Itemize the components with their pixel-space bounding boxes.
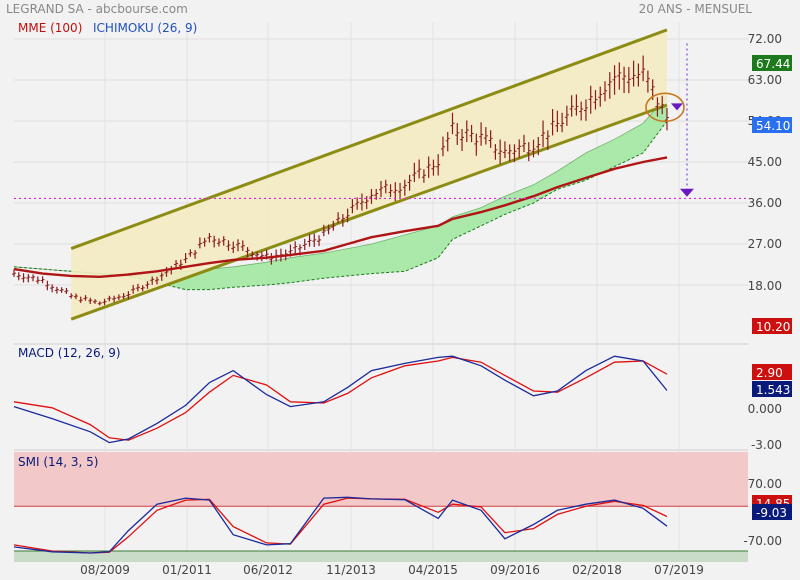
last-price-badge: 67.44: [752, 55, 792, 71]
price-tick-label: 36.00: [748, 196, 782, 210]
x-tick-label: 07/2019: [654, 563, 704, 577]
x-tick-label: 01/2011: [162, 563, 212, 577]
legend-macd: MACD (12, 26, 9): [18, 346, 121, 360]
price-y-axis: 72.00 63.00 54.00 45.00 36.00 27.00 18.0…: [748, 32, 782, 293]
breakdown-circle: [645, 92, 685, 123]
legend-smi: SMI (14, 3, 5): [18, 455, 98, 469]
channel-fill: [71, 29, 667, 320]
cloud-lower-edge: [13, 120, 668, 291]
smi-tick-label: -70.00: [743, 534, 782, 548]
smi-tick-label: 70.00: [748, 477, 782, 491]
x-tick-label: 09/2016: [490, 563, 540, 577]
macd-value: 1.543: [756, 383, 790, 397]
smi-oversold-zone: [14, 551, 748, 562]
macd-panel: [13, 355, 668, 444]
last-price-value: 67.44: [756, 57, 790, 71]
x-tick-label: 04/2015: [408, 563, 458, 577]
x-axis: 08/2009 01/2011 06/2012 11/2013 04/2015 …: [80, 563, 704, 577]
breakdown-marker: [670, 103, 683, 111]
price-tick-label: 45.00: [748, 155, 782, 169]
mme-level-badge: 10.20: [752, 318, 792, 334]
price-bars: [12, 55, 669, 306]
price-tick-label: 18.00: [748, 279, 782, 293]
x-tick-label: 06/2012: [243, 563, 293, 577]
channel-lower-line: [70, 103, 668, 321]
macd-tick-label: -3.00: [751, 438, 782, 452]
ichimoku-level-value: 54.10: [756, 119, 790, 133]
smi-overbought-zone: [14, 452, 748, 507]
price-tick-label: 72.00: [748, 32, 782, 46]
mme-level-value: 10.20: [756, 320, 790, 334]
smi-value: -9.03: [756, 506, 787, 520]
mme-line: [13, 156, 668, 279]
channel-upper-line: [70, 28, 668, 250]
macd-tick-label: 0.000: [748, 402, 782, 416]
smi-signal-line: [13, 497, 668, 554]
target-marker: [679, 188, 694, 197]
macd-signal-value: 2.90: [756, 366, 783, 380]
smi-value-badge: -9.03: [752, 504, 792, 520]
legend-mme: MME (100): [18, 21, 82, 35]
chart-title: LEGRAND SA - abcbourse.com: [6, 2, 188, 16]
legend-ichimoku: ICHIMOKU (26, 9): [93, 21, 197, 35]
macd-signal-line: [13, 356, 668, 441]
macd-line: [13, 355, 668, 444]
smi-line: [13, 496, 668, 554]
ichimoku-level-badge: 54.10: [752, 117, 792, 133]
x-tick-label: 02/2018: [572, 563, 622, 577]
cloud-area: [14, 95, 667, 290]
x-tick-label: 08/2009: [80, 563, 130, 577]
x-tick-label: 11/2013: [326, 563, 376, 577]
smi-panel: [13, 452, 748, 562]
price-tick-label: 27.00: [748, 237, 782, 251]
trend-channel: [70, 28, 668, 321]
price-panel: [12, 28, 748, 321]
macd-signal-badge: 2.90: [752, 364, 792, 380]
price-tick-label: 63.00: [748, 73, 782, 87]
chart-period: 20 ANS - MENSUEL: [639, 2, 753, 16]
macd-value-badge: 1.543: [752, 381, 792, 397]
